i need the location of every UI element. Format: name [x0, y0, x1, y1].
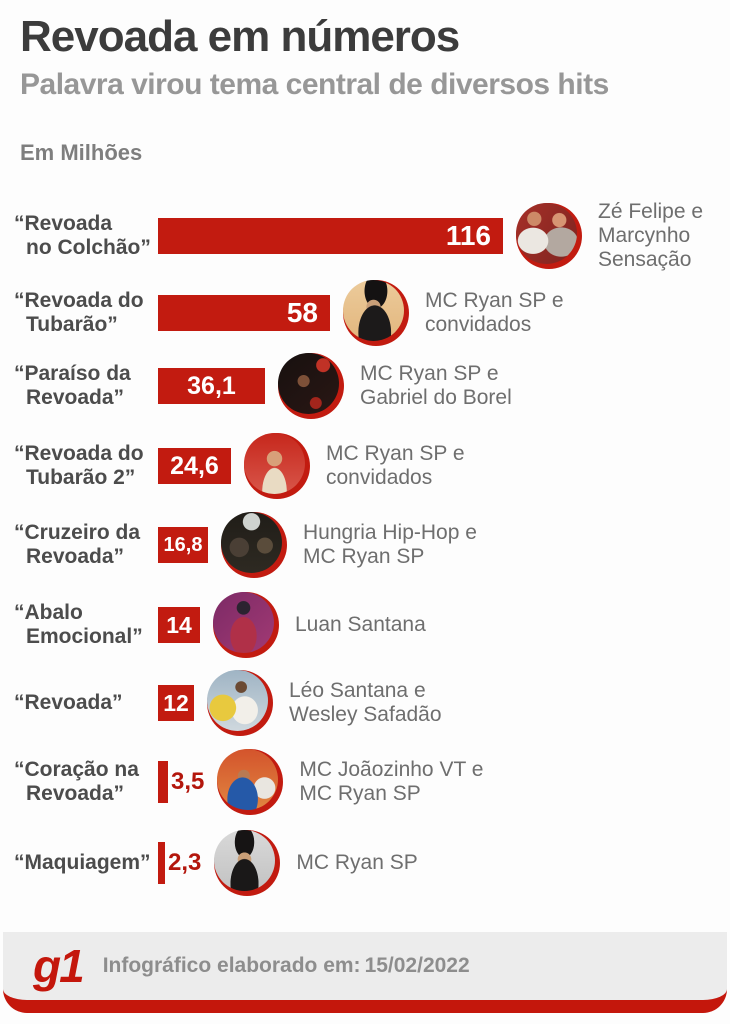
bar-value: 36,1 — [187, 371, 236, 400]
artist-photo — [244, 433, 310, 499]
footer-caption: Infográfico elaborado em: — [102, 954, 361, 977]
chart-row: “Revoada no Colchão” 116 Zé Felipe e Mar… — [0, 200, 730, 272]
chart-row: “Paraíso da Revoada” 36,1 MC Ryan SP e G… — [0, 350, 730, 422]
song-title-line: Revoada” — [26, 545, 125, 568]
song-title-line: “Revoada do — [14, 441, 144, 465]
g1-logo: g1 — [33, 940, 85, 992]
chart-row: “Revoada do Tubarão” 58 MC Ryan SP e con… — [0, 277, 730, 349]
song-title: “Revoada no Colchão” — [14, 212, 151, 260]
artist-name: Luan Santana — [295, 612, 426, 636]
footer-bar: g1 Infográfico elaborado em: 15/02/2022 — [3, 932, 727, 1013]
song-title: “Coração na Revoada” — [14, 758, 139, 806]
song-title: “Revoada” — [14, 691, 123, 715]
bar — [158, 761, 168, 803]
bar-value: 14 — [166, 611, 192, 638]
song-title-line: Tubarão” — [26, 313, 118, 336]
bar-strip: 58 MC Ryan SP e convidados — [158, 277, 564, 349]
artist-name: MC Joãozinho VT e MC Ryan SP — [299, 757, 484, 805]
artist-photo — [343, 280, 409, 346]
bar-strip: 16,8 Hungria Hip-Hop e MC Ryan SP — [158, 509, 477, 581]
page-title: Revoada em números — [20, 12, 460, 61]
song-title-line: “Revoada do — [14, 288, 144, 312]
bar-strip: 12 Léo Santana e Wesley Safadão — [158, 667, 442, 739]
footer-date: 15/02/2022 — [364, 954, 470, 977]
bar-value: 3,5 — [171, 768, 205, 795]
bar-strip: 2,3 MC Ryan SP — [158, 827, 418, 899]
artist-photo-image — [214, 830, 276, 891]
artist-photo — [516, 203, 582, 269]
song-title-line: “Abalo — [14, 600, 83, 624]
artist-name: MC Ryan SP e convidados — [425, 288, 564, 336]
song-title-line: Revoada” — [26, 782, 125, 805]
bar-value: 58 — [286, 297, 318, 328]
artist-photo-image — [278, 353, 339, 414]
artist-photo-image — [343, 280, 404, 341]
bar: 16,8 — [158, 527, 208, 563]
artist-photo — [221, 512, 287, 578]
bar-value: 2,3 — [168, 849, 202, 876]
bar — [158, 842, 165, 884]
bar: 36,1 — [158, 368, 265, 404]
chart-row: “Cruzeiro da Revoada” 16,8 Hungria Hip-H… — [0, 509, 730, 581]
song-title-line: “Coração na — [14, 757, 139, 781]
song-title-line: “Maquiagem” — [14, 850, 151, 874]
chart-row: “Revoada” 12 Léo Santana e Wesley Safadã… — [0, 667, 730, 739]
artist-name: MC Ryan SP e convidados — [326, 441, 465, 489]
song-title-line: no Colchão” — [26, 236, 151, 259]
artist-photo-image — [217, 749, 279, 810]
song-title: “Cruzeiro da Revoada” — [14, 521, 140, 569]
bar: 116 — [158, 218, 503, 254]
artist-photo-image — [221, 512, 282, 573]
artist-name: MC Ryan SP — [296, 850, 418, 874]
bar: 12 — [158, 685, 194, 721]
song-title-line: “Revoada — [14, 211, 113, 235]
bar-value: 24,6 — [170, 451, 219, 480]
artist-photo — [213, 592, 279, 658]
chart-row: “Maquiagem” 2,3 MC Ryan SP — [0, 827, 730, 899]
song-title: “Revoada do Tubarão 2” — [14, 442, 144, 490]
artist-photo-image — [244, 433, 305, 494]
song-title: “Abalo Emocional” — [14, 601, 143, 649]
song-title-line: Emocional” — [26, 625, 143, 648]
bar: 24,6 — [158, 448, 231, 484]
bar-strip: 3,5 MC Joãozinho VT e MC Ryan SP — [158, 746, 483, 818]
bar-value: 12 — [163, 689, 189, 716]
artist-photo-image — [213, 592, 274, 653]
song-title-line: Tubarão 2” — [26, 466, 136, 489]
bar: 58 — [158, 295, 330, 331]
chart-row: “Coração na Revoada” 3,5 MC Joãozinho VT… — [0, 746, 730, 818]
artist-name: Léo Santana e Wesley Safadão — [289, 678, 442, 726]
song-title-line: “Cruzeiro da — [14, 520, 141, 544]
bar-strip: 116 Zé Felipe e Marcynho Sensação — [158, 200, 703, 272]
artist-photo — [214, 830, 281, 896]
artist-name: Zé Felipe e Marcynho Sensação — [598, 199, 704, 272]
artist-photo-image — [207, 670, 268, 731]
artist-name: Hungria Hip-Hop e MC Ryan SP — [303, 520, 477, 568]
unit-label: Em Milhões — [20, 140, 143, 165]
song-title-line: “Paraíso da — [14, 361, 131, 385]
page-subtitle: Palavra virou tema central de diversos h… — [20, 68, 609, 101]
bar: 14 — [158, 607, 200, 643]
song-title-line: “Revoada” — [14, 690, 123, 714]
artist-photo — [217, 749, 284, 815]
artist-photo-image — [516, 203, 577, 264]
chart-row: “Abalo Emocional” 14 Luan Santana — [0, 589, 730, 661]
bar-strip: 14 Luan Santana — [158, 589, 426, 661]
artist-name: MC Ryan SP e Gabriel do Borel — [360, 361, 512, 409]
bar-value: 16,8 — [163, 534, 203, 556]
song-title: “Paraíso da Revoada” — [14, 362, 131, 410]
artist-photo — [207, 670, 273, 736]
artist-photo — [278, 353, 344, 419]
bar-strip: 36,1 MC Ryan SP e Gabriel do Borel — [158, 350, 512, 422]
bar-strip: 24,6 MC Ryan SP e convidados — [158, 430, 465, 502]
bar-value: 116 — [445, 220, 491, 251]
chart-row: “Revoada do Tubarão 2” 24,6 MC Ryan SP e… — [0, 430, 730, 502]
song-title: “Maquiagem” — [14, 851, 151, 875]
song-title: “Revoada do Tubarão” — [14, 289, 144, 337]
song-title-line: Revoada” — [26, 386, 125, 409]
